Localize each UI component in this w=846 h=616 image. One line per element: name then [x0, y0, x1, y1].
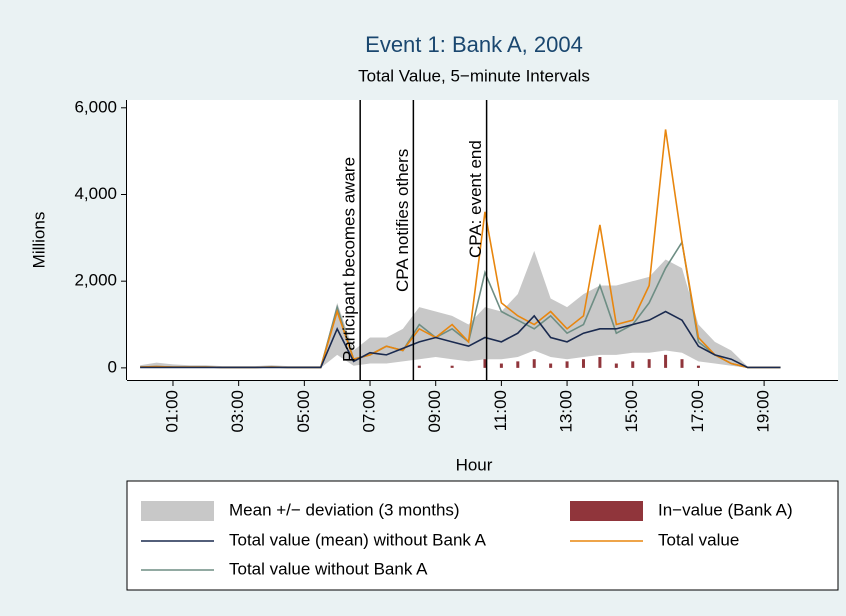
x-tick-label: 05:00	[294, 390, 313, 433]
series-line	[140, 310, 781, 369]
legend	[126, 480, 839, 591]
deviation-band	[140, 250, 781, 368]
bar	[581, 359, 585, 368]
bar	[647, 359, 651, 368]
x-tick-label: 13:00	[557, 390, 576, 433]
bar	[696, 365, 700, 368]
x-tick-label: 17:00	[688, 390, 707, 433]
y-tick-label: 2,000	[74, 271, 117, 290]
x-tick-label: 15:00	[622, 390, 641, 433]
event-label: CPA: event end	[466, 140, 485, 258]
chart-title: Event 1: Bank A, 2004	[365, 32, 583, 57]
x-tick-label: 01:00	[162, 390, 181, 433]
bar	[549, 363, 553, 368]
bar	[631, 361, 635, 368]
x-tick-label: 03:00	[228, 390, 247, 433]
bar	[565, 361, 569, 368]
bar	[499, 363, 503, 368]
chart-subtitle: Total Value, 5−minute Intervals	[358, 66, 590, 85]
y-tick-label: 0	[108, 357, 117, 376]
legend-swatch	[570, 501, 643, 521]
legend-label: In−value (Bank A)	[658, 500, 793, 519]
bar	[614, 363, 618, 368]
bar	[680, 359, 684, 368]
y-axis-title: Millions	[29, 212, 48, 269]
legend-label: Total value	[658, 530, 739, 549]
legend-label: Mean +/− deviation (3 months)	[229, 500, 460, 519]
event-label: Participant becomes aware	[340, 157, 359, 362]
event-label: CPA notifies others	[393, 149, 412, 292]
bar	[516, 361, 520, 368]
x-tick-label: 11:00	[491, 390, 510, 431]
legend-label: Total value (mean) without Bank A	[229, 530, 487, 549]
bar	[532, 359, 536, 368]
bar	[598, 357, 602, 368]
legend-swatch	[141, 501, 214, 521]
legend-label: Total value without Bank A	[229, 559, 428, 578]
bar	[483, 359, 487, 368]
y-tick-label: 4,000	[74, 184, 117, 203]
x-tick-label: 19:00	[754, 390, 773, 433]
x-axis-title: Hour	[456, 455, 493, 474]
bar	[664, 354, 668, 368]
bar	[450, 365, 454, 368]
bar	[417, 365, 421, 368]
y-tick-label: 6,000	[74, 97, 117, 116]
x-tick-label: 07:00	[360, 390, 379, 433]
x-tick-label: 09:00	[425, 390, 444, 433]
